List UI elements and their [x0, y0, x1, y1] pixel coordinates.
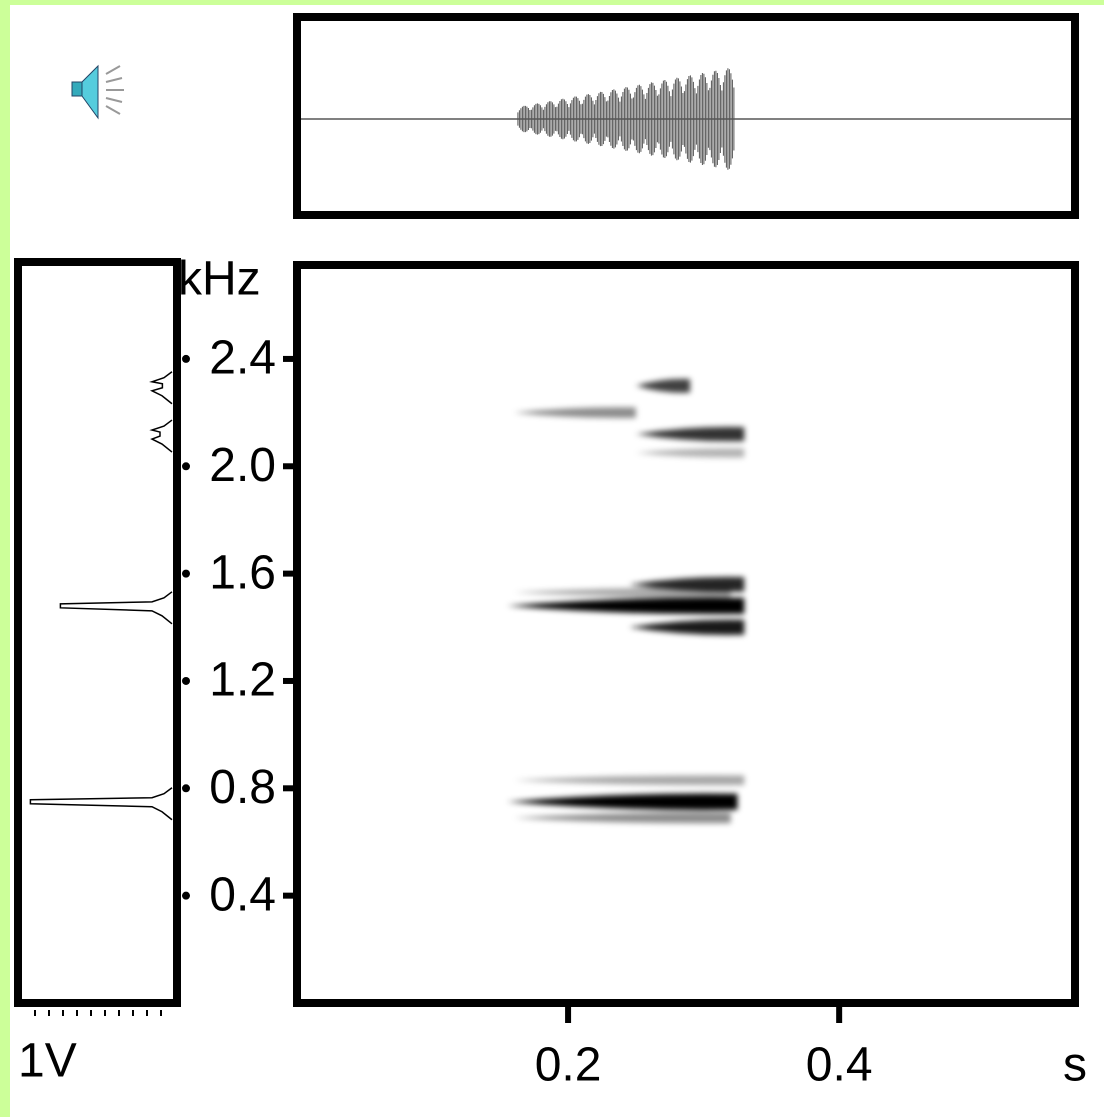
band: [507, 793, 738, 810]
y-tick-label: 1.6: [209, 546, 276, 599]
speaker-icon[interactable]: [71, 64, 124, 120]
y-tick-label: 1.2: [209, 654, 276, 707]
y-tick-dot: [182, 462, 190, 471]
band: [507, 597, 745, 615]
band: [513, 775, 745, 786]
y-tick-label: 0.4: [209, 868, 276, 921]
x-tick-label: 0.4: [806, 1039, 873, 1092]
band: [635, 426, 745, 442]
y-tick-dot: [182, 354, 190, 363]
y-tick-dot: [182, 569, 190, 578]
spectrogram-bands: [507, 378, 745, 824]
x-tick-label: 0.2: [535, 1039, 602, 1092]
spectrum-peak: [149, 419, 173, 453]
y-tick-label: 2.4: [209, 332, 276, 385]
band: [513, 812, 731, 824]
y-tick-dot: [182, 891, 190, 900]
spectrum-peak: [29, 787, 173, 821]
band: [513, 587, 731, 598]
band: [635, 378, 691, 393]
spectrum-frame: [14, 258, 181, 1007]
spectrum-label: 1V: [18, 1035, 77, 1088]
y-axis-label: kHz: [178, 253, 261, 306]
waveform-frame: [293, 13, 1079, 219]
y-tick-label: 2.0: [209, 439, 276, 492]
panel: [10, 5, 1104, 1117]
waveform: [517, 68, 735, 170]
spectrum-peak: [59, 591, 173, 625]
spectrum-scale: [34, 1010, 162, 1016]
spectrogram-frame: [293, 261, 1079, 1007]
y-tick-label: 0.8: [209, 761, 276, 814]
x-axis-label: s: [1063, 1039, 1087, 1092]
spectrum-peak: [149, 371, 173, 405]
y-tick-dot: [182, 676, 190, 685]
y-tick-dot: [182, 784, 190, 793]
band: [629, 619, 745, 636]
band: [635, 448, 745, 458]
band: [513, 407, 636, 418]
